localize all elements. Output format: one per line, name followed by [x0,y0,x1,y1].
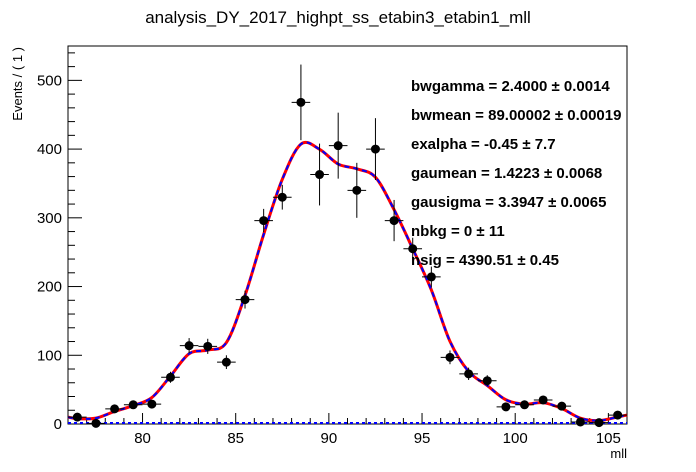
x-tick-label: 90 [321,430,338,447]
y-tick-label: 200 [37,279,62,296]
data-point [589,418,609,428]
data-point [328,112,348,179]
data-point [142,399,162,409]
fit-param-label: exalpha = -0.45 ± 7.7 [411,136,556,153]
plot-frame [67,45,628,425]
y-tick-label: 300 [37,210,62,227]
data-point [123,400,143,410]
data-point [291,64,311,141]
fit-param-label: bwgamma = 2.4000 ± 0.0014 [411,78,610,95]
chart-title: analysis_DY_2017_highpt_ss_etabin3_etabi… [145,8,531,27]
data-point [347,162,367,218]
x-axis-title: mll [610,446,627,461]
data-point [105,404,124,414]
data-point [86,418,106,428]
data-point [496,402,516,412]
y-tick-label: 0 [54,416,62,433]
data-point [161,371,180,383]
data-point [533,395,553,405]
x-tick-label: 95 [414,430,431,447]
fit-param-label: nbkg = 0 ± 11 [411,223,505,240]
data-point [459,367,478,381]
y-tick-label: 400 [37,141,62,158]
y-tick-label: 500 [37,72,62,89]
fit-curve [67,141,628,422]
data-point [217,355,236,370]
data-point [477,375,497,387]
x-tick-label: 100 [503,430,528,447]
data-point [608,410,627,420]
data-point [68,412,87,422]
data-point [272,184,292,210]
data-point [235,290,255,309]
x-tick-label: 105 [596,430,621,447]
data-point [422,266,441,288]
fit-param-label: bwmean = 89.00002 ± 0.00019 [411,107,621,124]
data-point [384,199,404,242]
data-points [68,64,627,428]
data-point [403,237,423,260]
fit-param-label: nsig = 4390.51 ± 0.45 [411,252,559,269]
data-point [254,208,273,233]
fit-param-label: gausigma = 3.3947 ± 0.0065 [411,194,606,211]
y-tick-label: 100 [37,347,62,364]
fit-param-label: gaumean = 1.4223 ± 0.0068 [411,165,602,182]
data-point [198,338,218,354]
data-point [366,118,385,181]
fit-curves [67,140,628,424]
data-point [310,143,329,206]
data-point [571,417,590,427]
data-point [179,338,199,354]
x-tick-label: 85 [227,430,244,447]
data-point [515,400,534,410]
x-tick-label: 80 [134,430,151,447]
axis-ticks: 80 85 90 95 100 105 0 100 200 300 400 500 [37,52,628,447]
data-point [440,350,460,365]
fit-parameters: bwgamma = 2.4000 ± 0.0014 bwmean = 89.000… [411,78,621,269]
fit-curve [67,140,628,423]
y-axis-title: Events / ( 1 ) [10,47,25,121]
data-point [552,401,572,411]
